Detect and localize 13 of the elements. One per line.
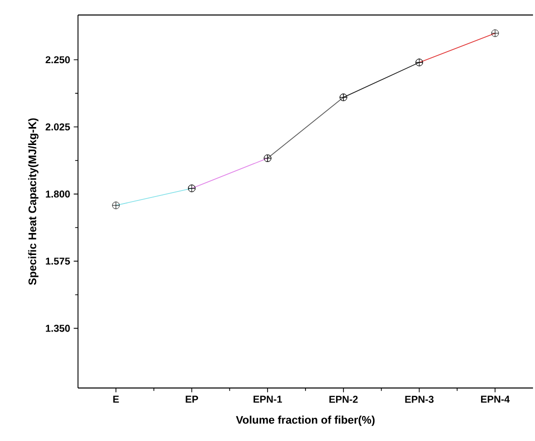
x-axis-title: Volume fraction of fiber(%) [236,416,375,426]
x-tick-label: EPN-1 [254,396,282,403]
x-tick-label: EP [186,396,198,403]
x-tick-label: EPN-3 [405,396,434,403]
x-tick-label: EPN-2 [329,396,358,403]
y-tick-label: 2.025 [46,123,70,130]
x-tick-label: E [113,396,119,403]
y-axis-title: Specific Heat Capacity(MJ/kg-K) [28,118,38,285]
y-tick-label: 2.250 [46,56,70,64]
y-tick-label: 1.800 [46,190,70,198]
y-tick-label: 1.350 [46,324,70,332]
y-tick-label: 1.575 [46,258,70,265]
x-tick-label: EPN-4 [481,396,510,403]
